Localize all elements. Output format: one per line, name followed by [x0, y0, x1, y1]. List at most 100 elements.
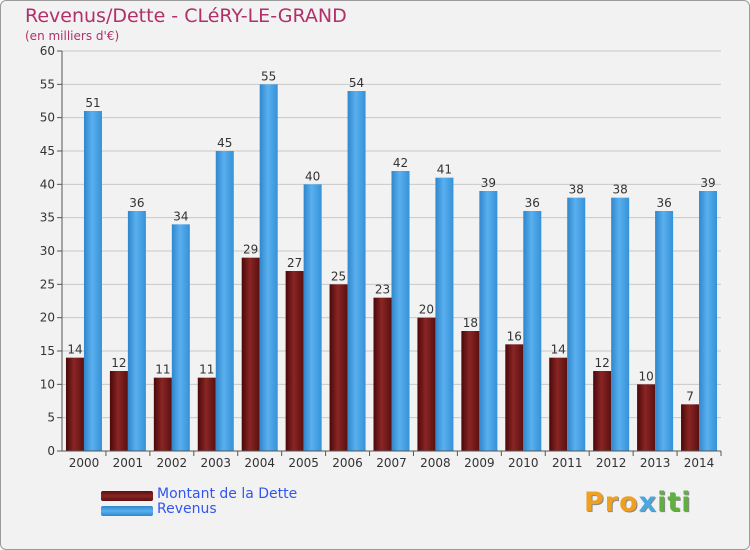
y-tick-label-20: 20 [40, 311, 55, 325]
y-tick-label-60: 60 [40, 44, 55, 58]
logo-part-1: Pro [584, 487, 639, 518]
data-label-revenus-2007: 42 [393, 156, 408, 170]
bar-debt-2012 [593, 371, 612, 451]
data-label-revenus-2000: 51 [85, 96, 100, 110]
bar-debt-2006 [329, 284, 348, 451]
x-tick-label-2004: 2004 [244, 456, 275, 470]
bar-revenus-2007 [391, 171, 410, 451]
data-label-revenus-2011: 38 [569, 183, 584, 197]
y-tick-label-35: 35 [40, 211, 55, 225]
logo-part-3: iti [657, 487, 692, 518]
y-tick-label-0: 0 [47, 444, 55, 458]
legend-label-debt: Montant de la Dette [157, 486, 298, 502]
y-tick-label-30: 30 [40, 244, 55, 258]
data-label-debt-2012: 12 [595, 356, 610, 370]
x-tick-label-2009: 2009 [464, 456, 495, 470]
data-label-revenus-2001: 36 [129, 196, 144, 210]
x-tick-label-2007: 2007 [376, 456, 407, 470]
data-label-debt-2008: 20 [419, 303, 434, 317]
data-label-revenus-2002: 34 [173, 209, 188, 223]
data-label-debt-2001: 12 [111, 356, 126, 370]
x-tick-label-2003: 2003 [200, 456, 231, 470]
logo-part-2: x [638, 487, 658, 518]
bar-debt-2007 [373, 297, 392, 451]
x-tick-label-2010: 2010 [508, 456, 539, 470]
bar-revenus-2009 [479, 191, 498, 451]
chart-title: Revenus/Dette - CLéRY-LE-GRAND [25, 5, 347, 27]
bar-debt-2004 [241, 257, 260, 451]
data-label-revenus-2006: 54 [349, 76, 364, 90]
bar-revenus-2010 [523, 211, 542, 451]
data-label-debt-2003: 11 [199, 363, 214, 377]
data-label-debt-2007: 23 [375, 283, 390, 297]
bar-revenus-2006 [347, 91, 366, 451]
bar-revenus-2013 [655, 211, 674, 451]
data-label-revenus-2009: 39 [481, 176, 496, 190]
data-label-debt-2005: 27 [287, 256, 302, 270]
bar-debt-2002 [153, 377, 172, 451]
x-tick-label-2013: 2013 [640, 456, 671, 470]
bar-debt-2001 [109, 371, 128, 451]
data-label-debt-2000: 14 [67, 343, 82, 357]
bar-revenus-2014 [699, 191, 718, 451]
legend-swatch-debt [101, 491, 153, 501]
x-tick-label-2006: 2006 [332, 456, 363, 470]
y-tick-label-55: 55 [40, 77, 55, 91]
data-label-revenus-2014: 39 [700, 176, 715, 190]
bar-debt-2010 [505, 344, 524, 451]
y-tick-label-40: 40 [40, 177, 55, 191]
chart-subtitle: (en milliers d'€) [25, 29, 120, 43]
data-label-debt-2010: 16 [507, 329, 522, 343]
bar-revenus-2005 [303, 184, 322, 452]
x-tick-label-2011: 2011 [552, 456, 583, 470]
proxiti-logo: Proxiti [584, 487, 692, 518]
data-label-revenus-2010: 36 [525, 196, 540, 210]
data-label-debt-2002: 11 [155, 363, 170, 377]
bar-debt-2008 [417, 317, 436, 451]
bar-debt-2014 [681, 404, 700, 451]
x-tick-label-2001: 2001 [113, 456, 144, 470]
data-label-revenus-2004: 55 [261, 69, 276, 83]
data-label-revenus-2005: 40 [305, 169, 320, 183]
bar-debt-2000 [65, 357, 84, 451]
bar-revenus-2011 [567, 197, 586, 451]
x-tick-label-2005: 2005 [288, 456, 319, 470]
labels-layer: 14 51 12 36 11 34 11 45 29 55 27 40 25 54 23 42 20 41 18 39… [67, 69, 715, 403]
bar-revenus-2000 [83, 111, 102, 451]
bar-debt-2005 [285, 271, 304, 451]
bar-debt-2013 [637, 384, 656, 451]
data-label-revenus-2012: 38 [613, 183, 628, 197]
data-label-debt-2011: 14 [551, 343, 566, 357]
data-label-revenus-2013: 36 [656, 196, 671, 210]
bar-revenus-2012 [611, 197, 630, 451]
data-label-debt-2014: 7 [686, 389, 694, 403]
bar-revenus-2004 [259, 84, 278, 451]
x-tick-label-2008: 2008 [420, 456, 451, 470]
data-label-debt-2013: 10 [638, 369, 653, 383]
data-label-debt-2009: 18 [463, 316, 478, 330]
y-tick-label-45: 45 [40, 144, 55, 158]
legend-swatch-revenus [101, 506, 153, 516]
y-tick-label-25: 25 [40, 277, 55, 291]
y-tick-label-50: 50 [40, 111, 55, 125]
data-label-revenus-2008: 41 [437, 163, 452, 177]
bars-layer [65, 84, 718, 452]
y-tick-label-10: 10 [40, 377, 55, 391]
x-tick-label-2014: 2014 [684, 456, 715, 470]
bar-debt-2011 [549, 357, 568, 451]
x-tick-label-2000: 2000 [69, 456, 100, 470]
bar-revenus-2003 [215, 151, 234, 451]
data-label-debt-2006: 25 [331, 269, 346, 283]
bar-revenus-2002 [171, 224, 190, 451]
x-tick-label-2002: 2002 [157, 456, 188, 470]
y-tick-label-15: 15 [40, 344, 55, 358]
data-label-debt-2004: 29 [243, 243, 258, 257]
bar-revenus-2008 [435, 177, 454, 451]
legend-label-revenus: Revenus [157, 501, 217, 517]
y-tick-label-5: 5 [47, 411, 55, 425]
axis-layer: 0 5 10 15 20 25 30 35 40 45 50 55 60 2000 2001 2002 2003… [40, 44, 722, 470]
x-tick-label-2012: 2012 [596, 456, 627, 470]
bar-debt-2009 [461, 331, 480, 451]
